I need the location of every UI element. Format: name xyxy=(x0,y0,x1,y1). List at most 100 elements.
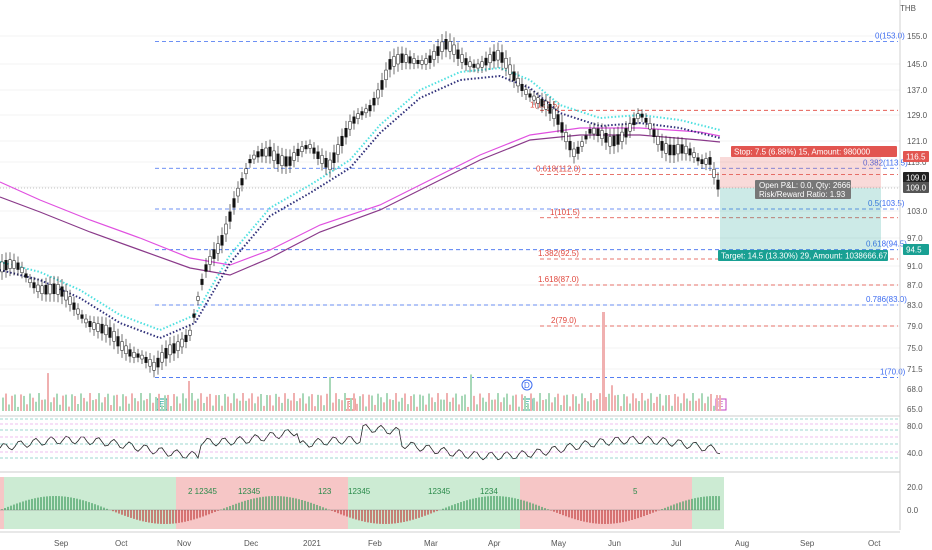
candle-body xyxy=(352,116,356,124)
candle-body xyxy=(428,55,432,63)
volume-bar xyxy=(5,393,7,411)
osc-bg xyxy=(448,477,452,529)
rr-label: Risk/Reward Ratio: 1.93 xyxy=(759,190,846,199)
rsi-tick-80: 80.0 xyxy=(907,422,923,431)
osc-bg xyxy=(460,477,464,529)
volume-bar xyxy=(590,393,592,411)
volume-bar xyxy=(350,398,352,411)
candle-body xyxy=(248,159,252,164)
candle-body xyxy=(56,284,60,295)
osc-bg xyxy=(464,477,468,529)
volume-bar xyxy=(464,394,466,411)
stop-label: Stop: 7.5 (6.88%) 15, Amount: 980000 xyxy=(731,146,897,157)
osc-bg xyxy=(428,477,432,529)
time-tick-label: Mar xyxy=(424,539,438,548)
volume-bar xyxy=(443,399,445,411)
osc-bg xyxy=(560,477,564,529)
osc-bg xyxy=(676,477,680,529)
osc-bg xyxy=(668,477,672,529)
osc-bg xyxy=(348,477,352,529)
volume-bar xyxy=(329,377,331,411)
osc-bg xyxy=(500,477,504,529)
volume-bar xyxy=(176,396,178,411)
candle-body xyxy=(364,108,368,114)
volume-bar xyxy=(635,398,637,411)
volume-bar xyxy=(479,393,481,411)
osc-count-label: 1234 xyxy=(480,487,498,496)
fib-label: 0.382(113.5) xyxy=(863,158,908,167)
volume-bar xyxy=(578,403,580,411)
event-marker: D xyxy=(521,379,533,391)
volume-bar xyxy=(713,405,715,411)
candle-body xyxy=(104,324,108,336)
osc-bg xyxy=(556,477,560,529)
osc-bg xyxy=(356,477,360,529)
volume-bar xyxy=(632,393,634,411)
price-tick-label: 155.0 xyxy=(907,32,928,41)
osc-bg xyxy=(88,477,92,529)
candle-body xyxy=(548,104,552,114)
candle-body xyxy=(8,259,12,269)
osc-bg xyxy=(152,477,156,529)
candle-body xyxy=(392,56,396,67)
candle-body xyxy=(276,153,280,165)
osc-bg xyxy=(296,477,300,529)
osc-bg xyxy=(116,477,120,529)
price-tick-label: 129.0 xyxy=(907,111,928,120)
osc-bg xyxy=(220,477,224,529)
volume-bar xyxy=(17,406,19,411)
candle-body xyxy=(620,131,624,142)
position-zones[interactable] xyxy=(0,157,900,250)
candle-body xyxy=(228,211,232,222)
volume-bar xyxy=(449,401,451,411)
candle-body xyxy=(556,114,560,125)
candle-body xyxy=(588,128,592,134)
candle-body xyxy=(164,348,168,359)
target-label: Target: 14.5 (13.30%) 29, Amount: 103866… xyxy=(718,250,888,261)
candle-body xyxy=(208,256,212,265)
volume-bar xyxy=(518,406,520,411)
volume-bar xyxy=(242,393,244,411)
volume-bar xyxy=(95,399,97,411)
osc-bg xyxy=(704,477,708,529)
osc-bg xyxy=(572,477,576,529)
candle-body xyxy=(128,349,132,357)
volume-bar xyxy=(224,393,226,411)
candle-body xyxy=(504,57,508,69)
volume-bar xyxy=(296,401,298,411)
volume-bar xyxy=(233,393,235,411)
osc-bg xyxy=(132,477,136,529)
candle-body xyxy=(664,143,668,154)
volume-bar xyxy=(425,404,427,411)
osc-bg xyxy=(308,477,312,529)
osc-bg xyxy=(80,477,84,529)
volume-bar xyxy=(386,393,388,411)
volume-bar xyxy=(23,395,25,411)
volume-bar xyxy=(86,401,88,411)
osc-bg xyxy=(304,477,308,529)
candle-body xyxy=(64,290,68,301)
volume-bar xyxy=(272,405,274,411)
volume-bar xyxy=(698,398,700,411)
candle-body xyxy=(304,145,308,150)
candle-body xyxy=(376,89,380,99)
candle-body xyxy=(40,285,44,295)
volume-bar xyxy=(686,398,688,411)
osc-bg xyxy=(344,477,348,529)
volume-bar xyxy=(140,393,142,411)
volume-bar xyxy=(638,401,640,411)
candle-body xyxy=(524,89,528,95)
candle-body xyxy=(68,296,72,305)
candle-body xyxy=(176,341,180,351)
volume-bar xyxy=(605,396,607,411)
candle-body xyxy=(460,54,464,63)
candle-body xyxy=(32,282,36,289)
osc-bg xyxy=(292,477,296,529)
osc-bg xyxy=(336,477,340,529)
osc-bg xyxy=(140,477,144,529)
volume-bar xyxy=(431,397,433,411)
candle-body xyxy=(468,61,472,68)
volume-bar xyxy=(359,396,361,411)
candle-body xyxy=(324,158,328,168)
